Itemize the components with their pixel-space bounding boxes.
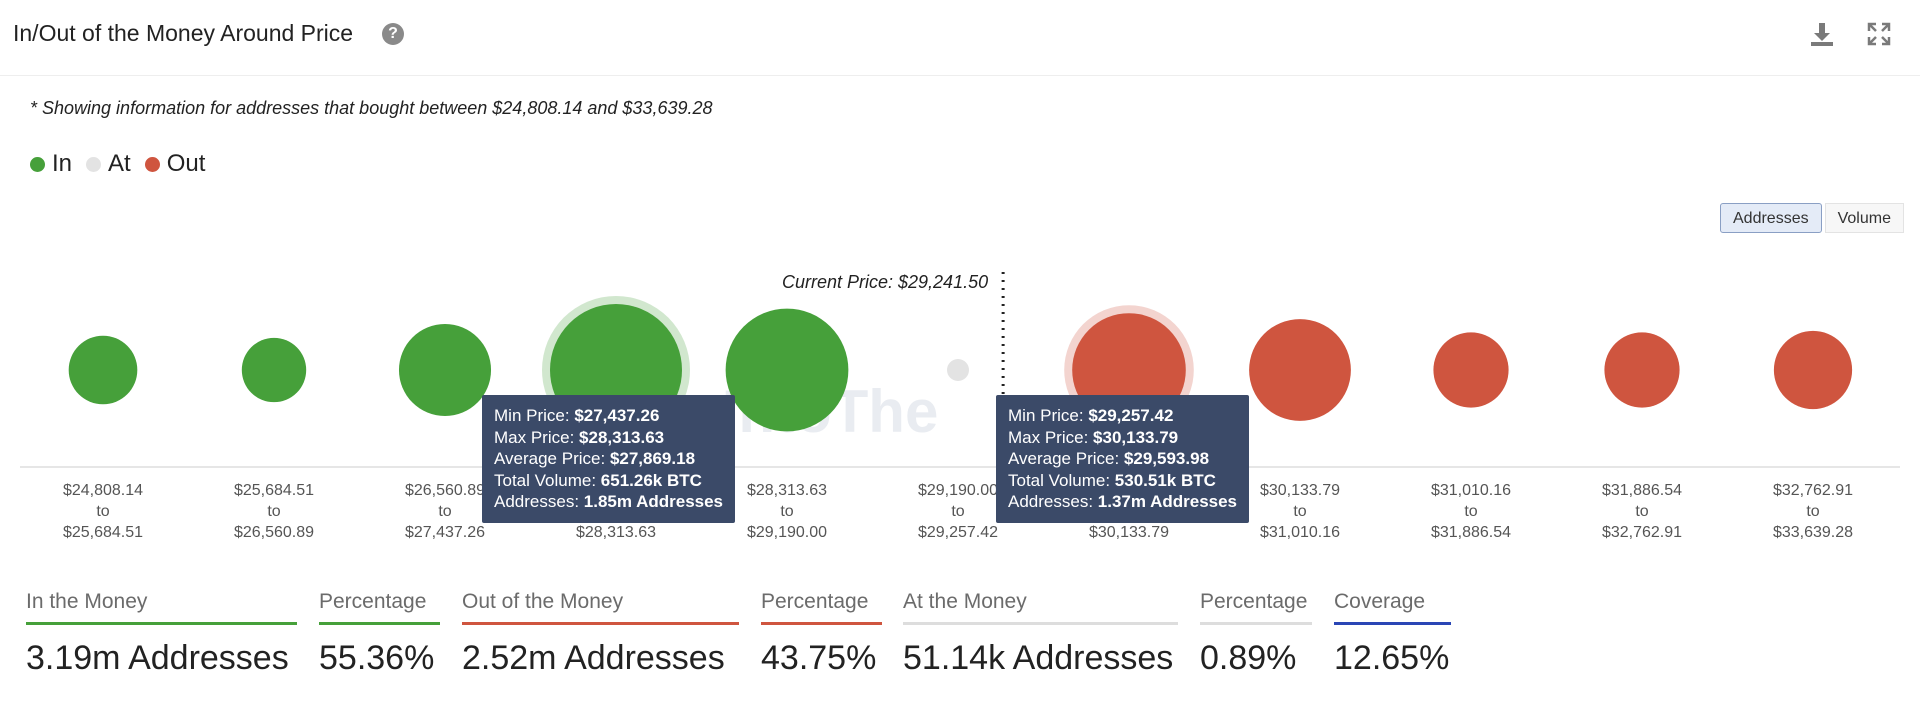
header: In/Out of the Money Around Price ? [0,0,1920,76]
expand-icon[interactable] [1865,20,1893,48]
tick-label-4-1: to [780,503,793,520]
tick-label-5-2: $29,257.42 [918,524,998,541]
tick-label-9-1: to [1635,503,1648,520]
range-note: * Showing information for addresses that… [30,98,713,118]
tooltip-row: Max Price: $28,313.63 [494,427,665,447]
stat-at-the-money: At the Money 51.14k Addresses [903,590,1178,678]
bubble-9 [1604,332,1680,408]
tick-label-9-0: $31,886.54 [1602,482,1682,499]
tick-label-9-2: $32,762.91 [1602,524,1682,541]
chart-tooltip: Min Price: $27,437.26 Max Price: $28,313… [482,395,736,523]
legend-item-out[interactable]: Out [144,150,206,178]
tick-label-4-0: $28,313.63 [747,482,827,499]
stat-label: In the Money [26,590,297,625]
tick-label-7-0: $30,133.79 [1260,482,1340,499]
stat-in-percentage: Percentage 55.36% [319,590,440,678]
addresses-toggle-button[interactable]: Addresses [1720,203,1822,233]
current-price-label: Current Price: $29,241.50 [782,272,988,292]
stat-value: 3.19m Addresses [26,639,289,677]
metric-toggle: Addresses Volume [1720,203,1904,233]
stat-value: 43.75% [761,639,877,677]
volume-toggle-button[interactable]: Volume [1824,203,1904,233]
bubble-chart: IntoTheCurrent Price: $29,241.50$24,808.… [20,272,1900,541]
tick-label-10-0: $32,762.91 [1773,482,1853,499]
bubble-8 [1433,332,1509,408]
bubble-0 [68,335,138,405]
tick-label-5-1: to [951,503,964,520]
tick-label-1-1: to [267,503,280,520]
stat-label: Percentage [761,590,882,625]
tooltip-row: Min Price: $27,437.26 [494,406,660,425]
tick-label-1-0: $25,684.51 [234,482,314,499]
stat-label: Coverage [1334,590,1451,625]
legend-dot-at [86,156,102,172]
tick-label-10-2: $33,639.28 [1773,524,1853,541]
tick-label-8-1: to [1464,503,1477,520]
stat-value: 12.65% [1334,639,1450,677]
stat-value: 51.14k Addresses [903,639,1174,677]
legend-label-out: Out [166,150,206,177]
tick-label-3-2: $28,313.63 [576,524,656,541]
stat-coverage: Coverage 12.65% [1334,590,1451,678]
tick-label-0-0: $24,808.14 [63,482,143,499]
chart-tooltip: Min Price: $29,257.42 Max Price: $30,133… [996,395,1250,523]
bubble-2 [398,323,492,417]
tick-label-7-2: $31,010.16 [1260,524,1340,541]
tick-label-0-1: to [96,503,109,520]
stat-label: Percentage [1200,590,1312,625]
tick-label-2-0: $26,560.89 [405,482,485,499]
legend-dot-out [144,156,160,172]
stat-value: 55.36% [319,639,435,677]
stat-value: 0.89% [1200,639,1297,677]
stat-in-the-money: In the Money 3.19m Addresses [26,590,297,678]
tick-label-5-0: $29,190.00 [918,482,998,499]
tooltip-row: Average Price: $29,593.98 [1008,449,1210,468]
bubble-10 [1773,330,1853,410]
stat-label: Percentage [319,590,440,625]
tick-label-8-2: $31,886.54 [1431,524,1511,541]
bubble-7 [1249,319,1351,421]
legend-item-at[interactable]: At [86,150,131,178]
stat-out-of-the-money: Out of the Money 2.52m Addresses [462,590,739,678]
tooltip-row: Total Volume: 651.26k BTC [494,470,702,490]
chart-legend: In At Out [30,150,219,178]
stat-at-percentage: Percentage 0.89% [1200,590,1312,678]
bubble-4 [725,308,849,432]
stat-label: Out of the Money [462,590,739,625]
bubble-5 [947,359,969,381]
legend-item-in[interactable]: In [30,150,72,178]
tick-label-0-2: $25,684.51 [63,524,143,541]
legend-label-in: In [52,150,73,177]
download-icon[interactable] [1808,20,1836,48]
tick-label-10-1: to [1806,503,1819,520]
tick-label-2-1: to [438,503,451,520]
page-title: In/Out of the Money Around Price [13,20,354,46]
legend-label-at: At [108,150,131,177]
tooltip-row: Addresses: 1.37m Addresses [1008,492,1238,511]
tooltip-row: Max Price: $30,133.79 [1008,427,1179,447]
tick-label-4-2: $29,190.00 [747,524,827,541]
tooltip-row: Total Volume: 530.51k BTC [1008,470,1216,490]
tick-label-1-2: $26,560.89 [234,524,314,541]
tick-label-8-0: $31,010.16 [1431,482,1511,499]
bubble-1 [241,337,307,403]
legend-dot-in [30,156,45,172]
tick-label-2-2: $27,437.26 [405,524,485,541]
stat-value: 2.52m Addresses [462,639,725,677]
tooltip-row: Min Price: $29,257.42 [1008,406,1174,425]
tooltip-row: Addresses: 1.85m Addresses [494,492,724,511]
tick-label-7-1: to [1293,503,1306,520]
stat-label: At the Money [903,590,1178,625]
stat-out-percentage: Percentage 43.75% [761,590,882,678]
tooltip-row: Average Price: $27,869.18 [494,449,696,468]
tick-label-6-2: $30,133.79 [1089,524,1169,541]
help-icon[interactable]: ? [382,23,404,45]
